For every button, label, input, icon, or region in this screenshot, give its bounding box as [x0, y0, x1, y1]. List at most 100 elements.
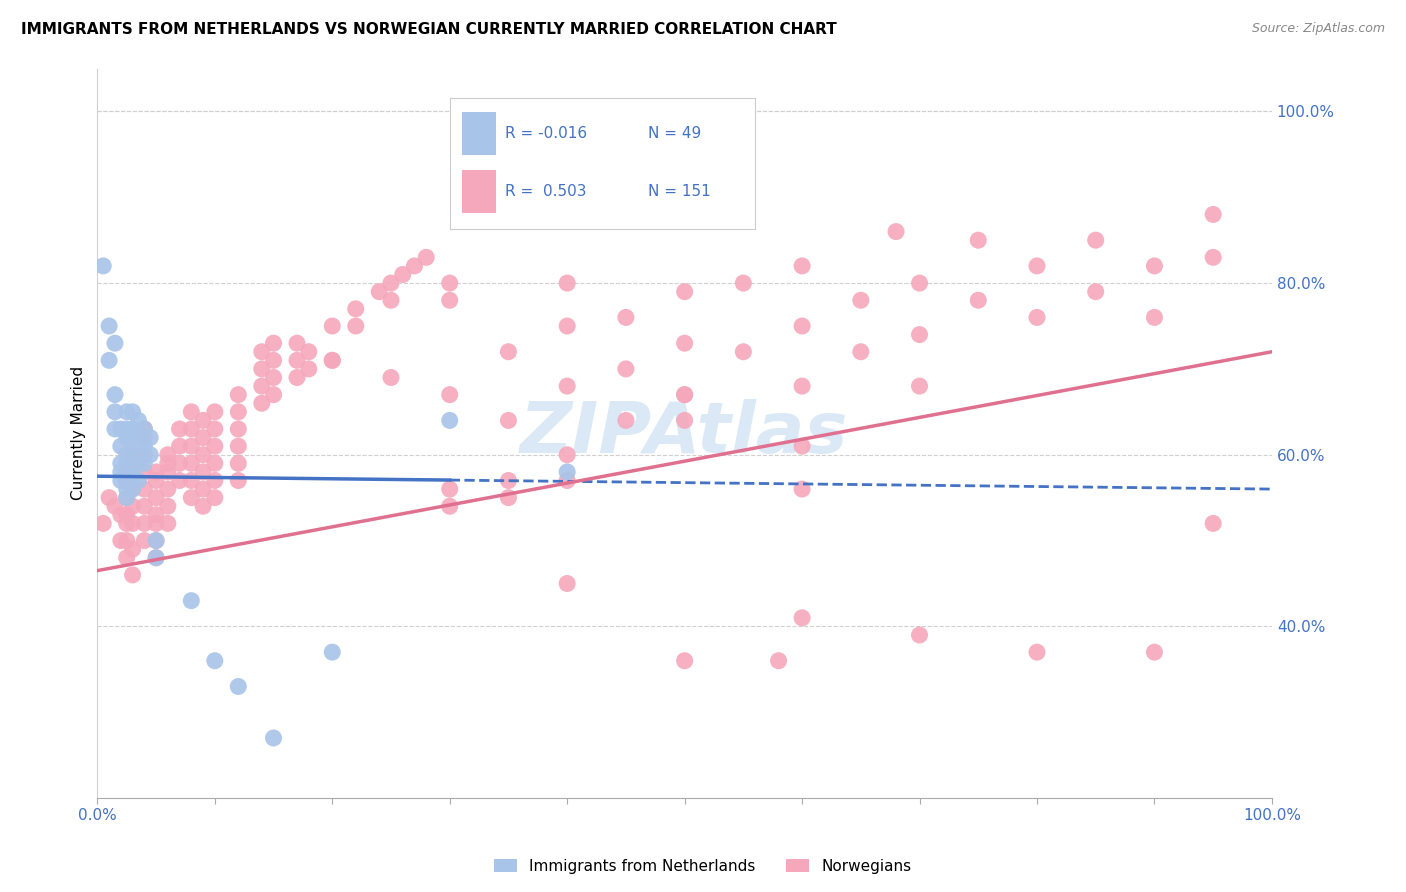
Point [1202, 207, 1225, 221]
Point [380, 370, 402, 384]
Point [263, 731, 285, 745]
Point [121, 568, 143, 582]
Point [380, 293, 402, 308]
Point [115, 405, 138, 419]
Point [226, 439, 249, 453]
Point [134, 465, 156, 479]
Point [115, 465, 138, 479]
Point [145, 465, 167, 479]
Point [104, 387, 127, 401]
Point [127, 413, 149, 427]
Point [673, 654, 696, 668]
Point [285, 353, 308, 368]
Point [191, 500, 214, 514]
Point [1202, 251, 1225, 265]
Point [134, 422, 156, 436]
Point [115, 456, 138, 470]
Point [169, 439, 191, 453]
Point [250, 396, 273, 410]
Point [263, 353, 285, 368]
Point [250, 344, 273, 359]
Point [115, 533, 138, 548]
Point [191, 413, 214, 427]
Point [1143, 310, 1166, 325]
Point [134, 448, 156, 462]
Point [250, 362, 273, 376]
Point [344, 301, 367, 316]
Point [204, 422, 226, 436]
Point [191, 448, 214, 462]
Point [121, 482, 143, 496]
Point [673, 413, 696, 427]
Point [121, 431, 143, 445]
Point [204, 474, 226, 488]
Point [121, 448, 143, 462]
Point [439, 413, 461, 427]
Point [110, 422, 132, 436]
Point [415, 251, 437, 265]
Point [1143, 259, 1166, 273]
Point [285, 370, 308, 384]
Point [121, 456, 143, 470]
Text: IMMIGRANTS FROM NETHERLANDS VS NORWEGIAN CURRENTLY MARRIED CORRELATION CHART: IMMIGRANTS FROM NETHERLANDS VS NORWEGIAN… [21, 22, 837, 37]
Point [380, 276, 402, 290]
Point [439, 293, 461, 308]
Point [180, 474, 202, 488]
Point [121, 422, 143, 436]
Point [121, 474, 143, 488]
Point [134, 482, 156, 496]
Point [104, 422, 127, 436]
Point [908, 379, 931, 393]
Point [121, 456, 143, 470]
Point [263, 336, 285, 351]
Point [191, 465, 214, 479]
Point [439, 500, 461, 514]
Point [145, 516, 167, 531]
Point [391, 268, 413, 282]
Point [121, 500, 143, 514]
Point [134, 439, 156, 453]
Point [115, 550, 138, 565]
Point [498, 344, 520, 359]
Point [555, 448, 578, 462]
Point [98, 491, 121, 505]
Point [226, 680, 249, 694]
Point [180, 439, 202, 453]
Point [263, 370, 285, 384]
Point [498, 491, 520, 505]
Point [169, 456, 191, 470]
Point [115, 516, 138, 531]
Point [145, 533, 167, 548]
Point [127, 439, 149, 453]
Point [733, 344, 755, 359]
Point [121, 465, 143, 479]
Point [555, 276, 578, 290]
Point [226, 405, 249, 419]
Point [98, 353, 121, 368]
Point [226, 387, 249, 401]
Point [226, 422, 249, 436]
Point [127, 474, 149, 488]
Point [908, 276, 931, 290]
Point [91, 516, 114, 531]
Point [790, 439, 813, 453]
Point [1143, 645, 1166, 659]
Text: Source: ZipAtlas.com: Source: ZipAtlas.com [1251, 22, 1385, 36]
Point [768, 654, 790, 668]
Point [115, 491, 138, 505]
Point [115, 474, 138, 488]
Point [884, 225, 907, 239]
Point [498, 474, 520, 488]
Point [134, 456, 156, 470]
Point [555, 318, 578, 333]
Point [145, 491, 167, 505]
Point [673, 336, 696, 351]
Point [790, 482, 813, 496]
Point [121, 405, 143, 419]
Point [285, 336, 308, 351]
Point [498, 413, 520, 427]
Point [1084, 285, 1107, 299]
Point [298, 362, 321, 376]
Point [1202, 516, 1225, 531]
Point [204, 654, 226, 668]
